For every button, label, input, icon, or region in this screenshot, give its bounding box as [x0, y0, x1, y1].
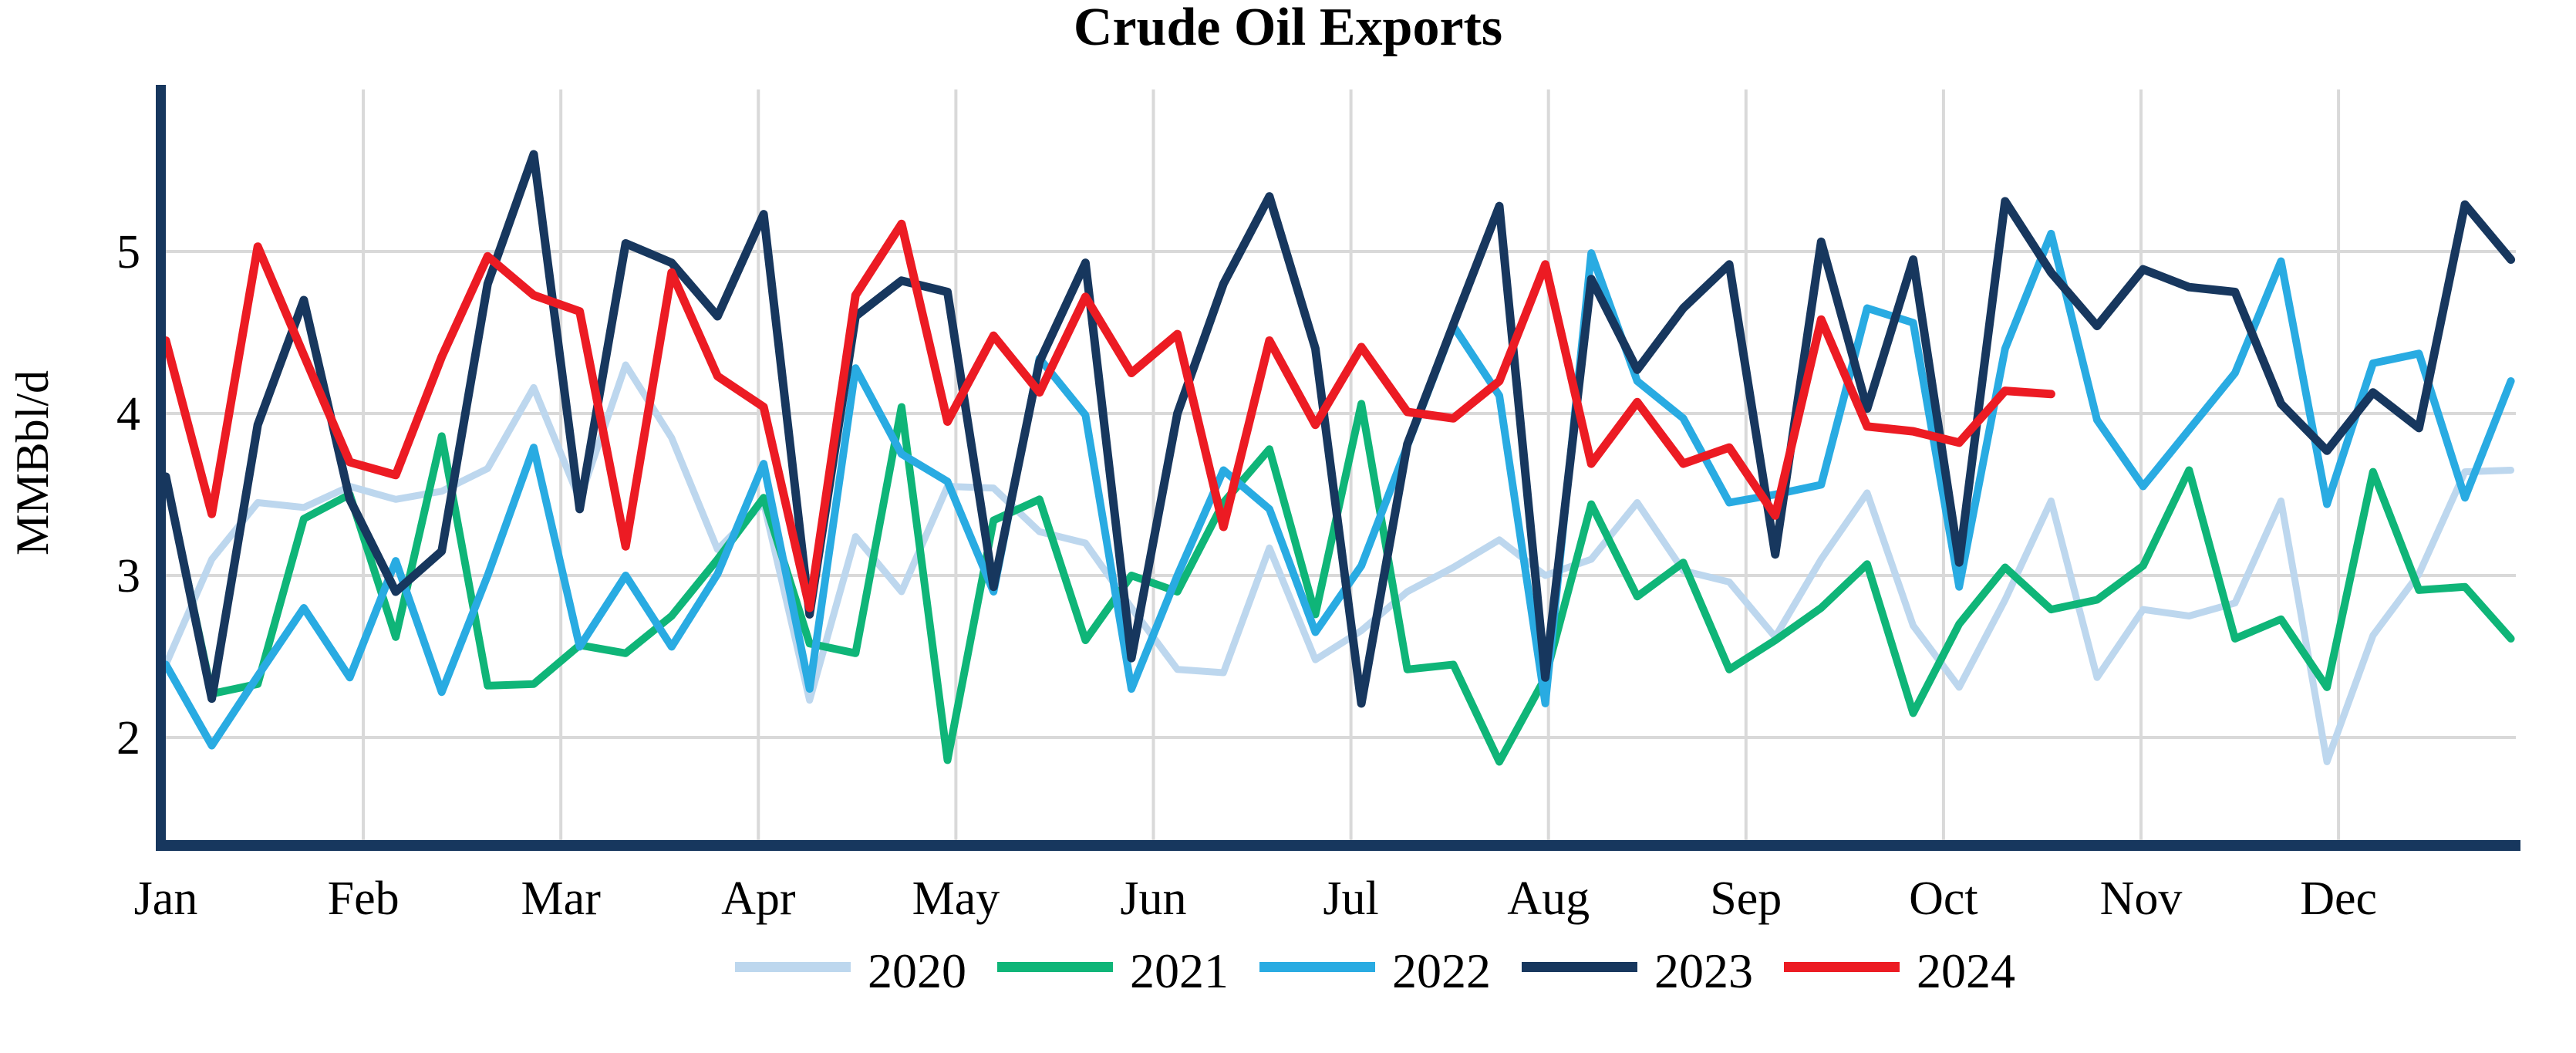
legend-label-2024: 2024: [1917, 943, 2015, 998]
x-tick-label-Jun: Jun: [1120, 872, 1186, 925]
x-axis-line: [156, 840, 2520, 851]
series-line-2023: [161, 150, 2516, 708]
legend-item-2020: 2020: [735, 943, 966, 998]
legend-item-2023: 2023: [1522, 943, 1753, 998]
x-tick-label-Dec: Dec: [2300, 872, 2377, 925]
legend-swatch-2022: [1259, 962, 1375, 972]
legend-item-2024: 2024: [1784, 943, 2015, 998]
series-lines: [161, 150, 2516, 766]
y-axis-spine: [156, 85, 166, 851]
y-tick-labels: 2 3 4 5: [116, 226, 140, 764]
legend-swatch-2021: [997, 962, 1113, 972]
x-tick-labels: Jan Feb Mar Apr May Jun Jul Aug Sep Oct Nov Dec: [134, 872, 2377, 925]
x-tick-label-May: May: [912, 872, 1000, 925]
legend-swatch-2023: [1522, 962, 1637, 972]
legend: 2020 2021 2022 2023 2024: [735, 943, 2015, 998]
legend-label-2022: 2022: [1392, 943, 1491, 998]
chart-title: Crude Oil Exports: [1074, 0, 1502, 57]
legend-swatch-2020: [735, 962, 851, 972]
legend-swatch-2024: [1784, 962, 1900, 972]
series-line-2021: [162, 400, 2515, 766]
x-tick-label-Aug: Aug: [1507, 872, 1590, 925]
y-tick-label-4: 4: [116, 388, 140, 440]
x-tick-label-Feb: Feb: [328, 872, 400, 925]
y-tick-label-3: 3: [116, 550, 140, 602]
y-tick-label-5: 5: [116, 226, 140, 278]
x-tick-label-Jan: Jan: [134, 872, 198, 925]
x-tick-label-Jul: Jul: [1323, 872, 1378, 925]
x-tick-label-Nov: Nov: [2100, 872, 2183, 925]
axes: [156, 85, 2520, 851]
x-tick-label-Sep: Sep: [1710, 872, 1782, 925]
y-axis-title: MMBbl/d: [7, 370, 58, 555]
series-line-2020: [162, 361, 2515, 765]
legend-item-2021: 2021: [997, 943, 1229, 998]
legend-label-2023: 2023: [1654, 943, 1753, 998]
x-tick-label-Oct: Oct: [1909, 872, 1978, 925]
legend-item-2022: 2022: [1259, 943, 1491, 998]
series-line-2024: [161, 219, 2055, 613]
series-line-2022: [162, 229, 2515, 750]
x-tick-label-Mar: Mar: [521, 872, 602, 925]
legend-label-2021: 2021: [1130, 943, 1229, 998]
x-tick-label-Apr: Apr: [721, 872, 796, 925]
legend-label-2020: 2020: [868, 943, 966, 998]
y-tick-label-2: 2: [116, 712, 140, 764]
